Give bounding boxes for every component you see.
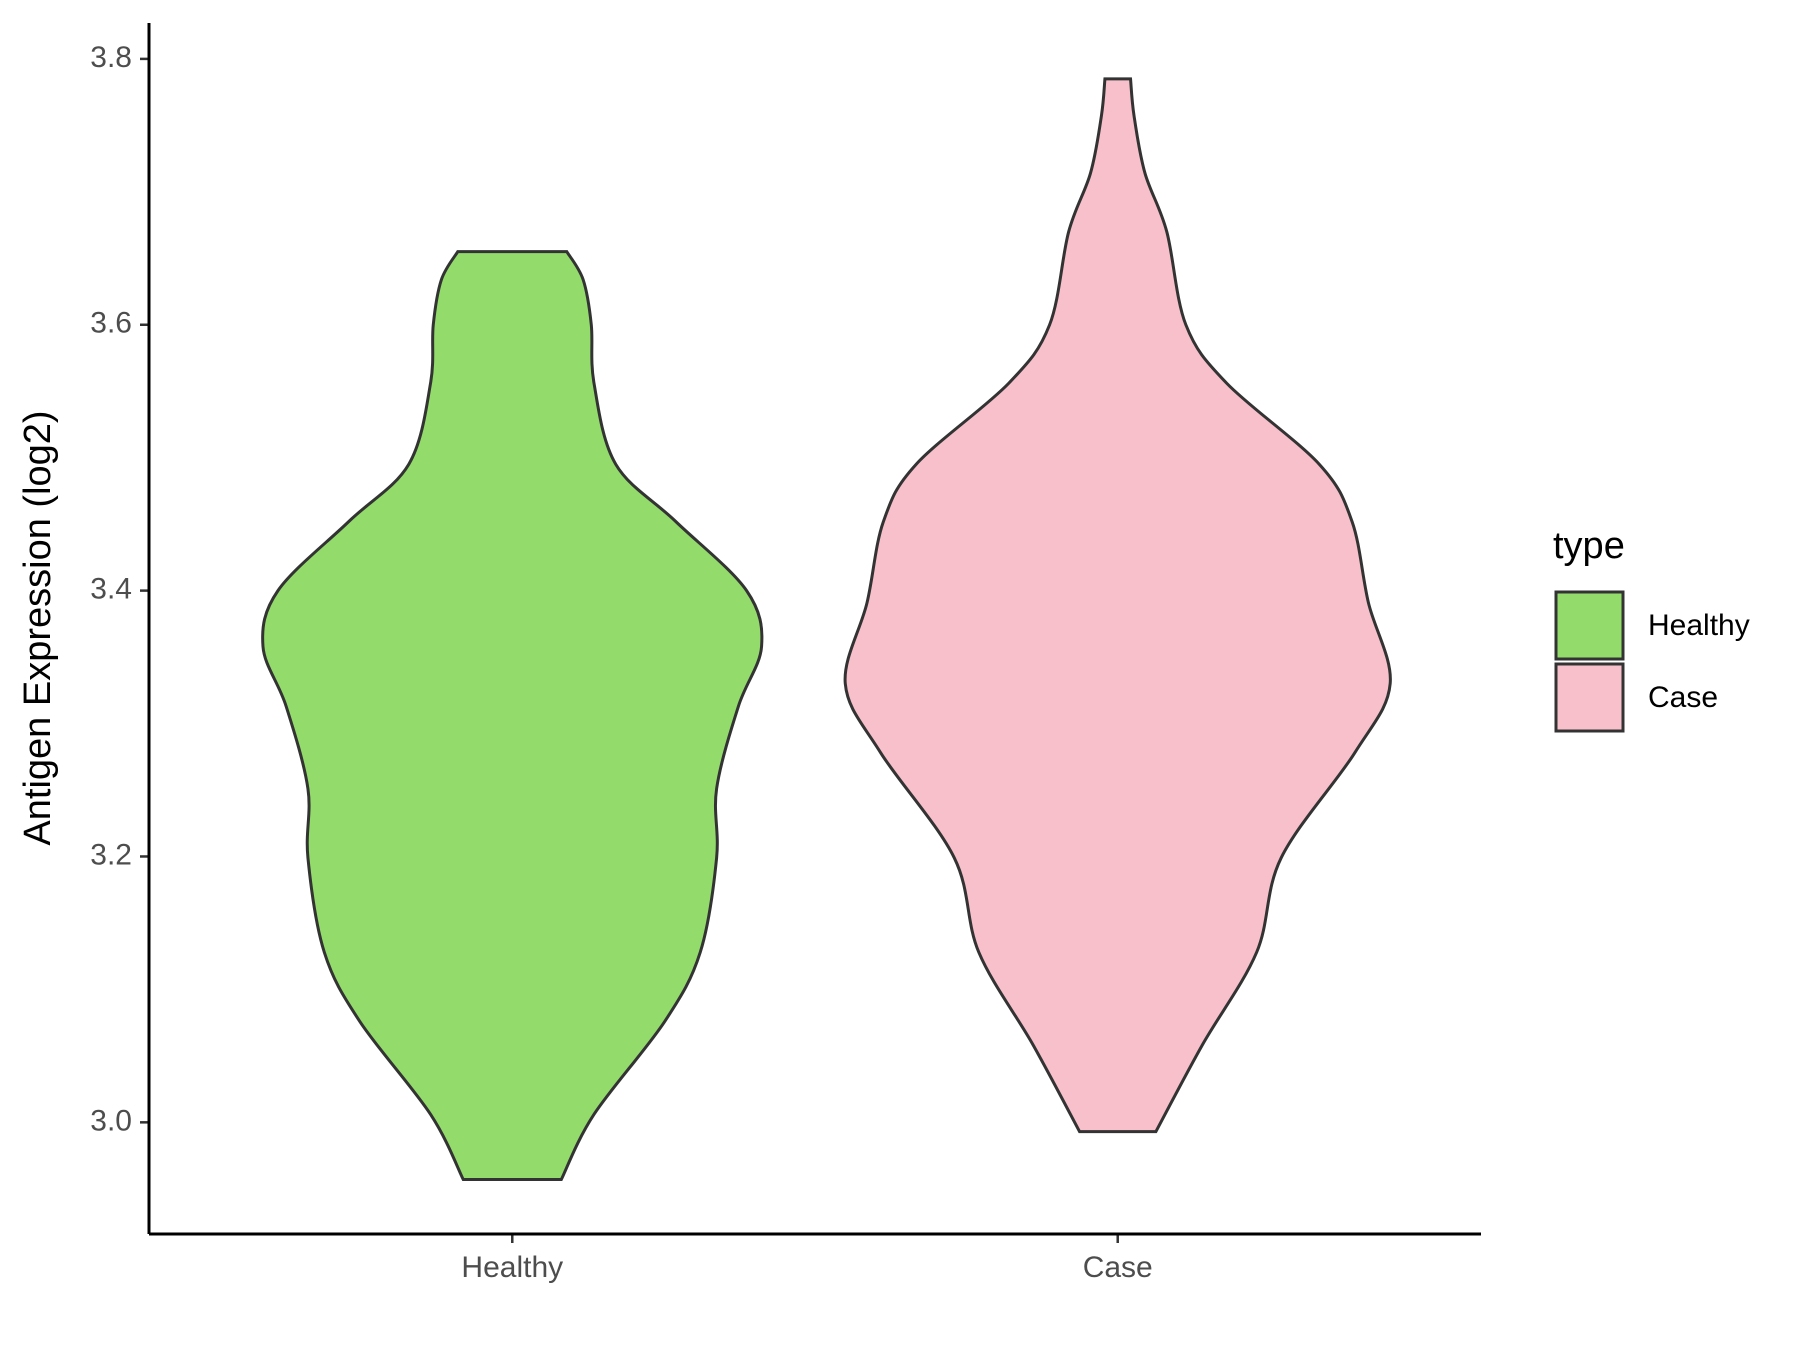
legend-label: Case (1648, 681, 1718, 714)
legend-title: type (1553, 525, 1625, 567)
violin (261, 250, 764, 1181)
legend-label: Healthy (1648, 609, 1750, 642)
y-tick-label: 3.2 (90, 838, 132, 871)
y-axis-title: Antigen Expression (log2) (17, 410, 59, 845)
y-tick-label: 3.6 (90, 307, 132, 340)
y-tick-label: 3.0 (90, 1104, 132, 1137)
y-tick-label: 3.8 (90, 41, 132, 74)
legend-swatch (1554, 590, 1625, 661)
legend-swatch (1554, 662, 1625, 733)
x-tick-label: Case (1083, 1251, 1153, 1284)
violin (843, 77, 1392, 1134)
x-tick-label: Healthy (461, 1251, 563, 1284)
y-tick-label: 3.4 (90, 573, 132, 606)
